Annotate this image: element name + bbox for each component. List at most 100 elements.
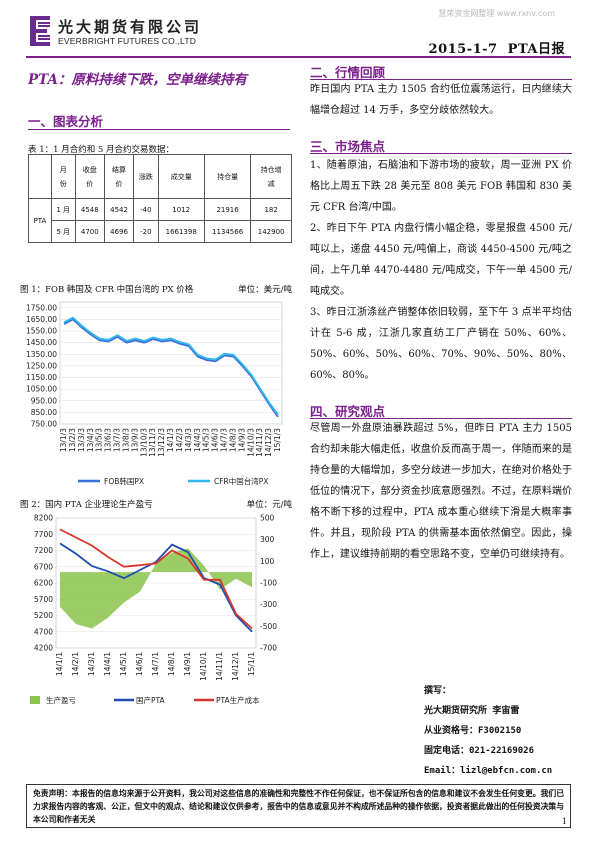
section-market-review: 二、行情回顾	[310, 65, 386, 80]
table-cell: 4548	[74, 198, 105, 221]
series-area-1	[60, 548, 252, 629]
table-cell: 1012	[157, 198, 205, 221]
y-left-tick-label: 6200	[34, 579, 53, 588]
x-tick-label: 14/7/1	[151, 652, 160, 676]
y-tick-label: 1250.00	[26, 361, 57, 370]
section-rule	[310, 418, 572, 419]
x-tick-label: 14/6/1	[135, 652, 144, 676]
logo-cn-text: 光大期货有限公司	[58, 18, 203, 36]
table-header-cell: 涨跌	[133, 154, 159, 199]
watermark: 慧荣资金网整理 www.rxnv.com	[438, 9, 555, 18]
legend-label: PTA生产成本	[216, 695, 260, 705]
author-phone: 固定电话：021-22169026	[424, 746, 535, 756]
legend-label: CFR中国台湾PX	[214, 476, 268, 486]
table-header-cell: 持仓增减	[250, 154, 292, 199]
x-tick-label: 14/8/1	[167, 652, 176, 676]
product-cell: PTA	[28, 198, 52, 243]
section-rule	[310, 79, 572, 80]
focus-item-3: 3、昨日江浙涤丝产销整体依旧较弱，至下午 3 点半平均估计在 5-6 成，江浙几…	[310, 307, 572, 381]
author-email[interactable]: Email：lizl@ebfcn.com.cn	[424, 766, 553, 776]
y-right-tick-label: -300	[260, 600, 277, 609]
section-chart-analysis: 一、图表分析	[28, 114, 104, 129]
logo-mark-icon	[30, 16, 50, 46]
y-tick-label: 1550.00	[26, 327, 57, 336]
fig1-title: 图 1：FOB 韩国及 CFR 中国台湾的 PX 价格	[20, 285, 194, 295]
x-tick-label: 14/10/1	[199, 652, 208, 681]
x-tick-label: 15/1/3	[273, 428, 282, 452]
y-left-tick-label: 7200	[34, 546, 53, 555]
x-tick-label: 13/4/3	[86, 428, 95, 452]
focus-item-1: 1、随着原油，石脑油和下游市场的疲软，周一亚洲 PX 价格比上周五下跌 28 美…	[310, 160, 572, 213]
y-tick-label: 750.00	[31, 420, 57, 429]
table-cell: 1134566	[203, 220, 252, 243]
series-line-2	[63, 316, 279, 416]
headline: PTA：原料持续下跌，空单继续持有	[28, 72, 247, 88]
table-row: 5 月 4700 4696 -20 1661398 1134566 142900	[29, 220, 292, 243]
focus-text: 1、随着原油，石脑油和下游市场的疲软，周一亚洲 PX 价格比上周五下跌 28 美…	[310, 155, 572, 386]
table-header-row: 月份收盘价结算价涨跌 成交量 持仓量 持仓增减	[28, 154, 292, 199]
x-tick-label: 14/11/3	[255, 428, 264, 457]
series-line-2	[59, 542, 253, 633]
x-tick-label: 15/1/1	[247, 652, 256, 676]
x-tick-label: 14/8/3	[228, 428, 237, 452]
fig2-caption: 图 2：国内 PTA 企业理论生产盈亏 单位：元/吨	[20, 498, 292, 510]
table-cell: -40	[133, 198, 159, 221]
table-caption: 表 1：1 月合约和 5 月合约交易数据：	[28, 145, 175, 155]
section-research-view: 四、研究观点	[310, 404, 386, 419]
legend-label: 生产盈亏	[46, 695, 76, 705]
logo-en-text: EVERBRIGHT FUTURES CO.,LTD	[58, 36, 197, 46]
y-tick-label: 1350.00	[26, 350, 57, 359]
y-right-tick-label: 300	[260, 535, 275, 544]
y-right-tick-label: 100	[260, 557, 275, 566]
view-text: 尽管周一外盘原油暴跌超过 5%，但昨日 PTA 主力 1505 合约却未能大幅走…	[310, 418, 572, 565]
table-cell: 5 月	[50, 220, 76, 243]
report-name: PTA日报	[507, 42, 565, 57]
report-title: 2015-1-7 PTA日报	[429, 38, 565, 57]
table-header-cell	[28, 154, 52, 199]
x-tick-label: 14/12/3	[264, 428, 273, 457]
fig2-title: 图 2：国内 PTA 企业理论生产盈亏	[20, 500, 153, 510]
y-left-tick-label: 5200	[34, 611, 53, 620]
x-tick-label: 13/11/3	[148, 428, 157, 457]
y-left-tick-label: 4700	[34, 627, 53, 636]
header-rule	[26, 56, 571, 58]
table-cell: 4700	[74, 220, 105, 243]
report-date: 2015-1-7	[428, 42, 498, 57]
table-row: PTA 1 月 4548 4542 -40 1012 21916 182	[28, 198, 292, 243]
x-tick-label: 14/2/3	[175, 428, 184, 452]
y-tick-label: 1650.00	[26, 315, 57, 324]
y-left-tick-label: 4200	[34, 644, 53, 653]
y-left-tick-label: 5700	[34, 595, 53, 604]
author-label: 撰写：	[424, 686, 452, 696]
table-cell: -20	[133, 220, 159, 243]
y-tick-label: 850.00	[31, 408, 57, 417]
legend-label: FOB韩国PX	[104, 476, 144, 486]
section-market-focus: 三、市场焦点	[310, 139, 386, 154]
table-cell: 1 月	[50, 198, 76, 221]
view-paragraph: 尽管周一外盘原油暴跌超过 5%，但昨日 PTA 主力 1505 合约却未能大幅走…	[310, 423, 572, 560]
y-tick-label: 1450.00	[26, 338, 57, 347]
x-tick-label: 14/9/1	[183, 652, 192, 676]
plot-frame	[59, 301, 283, 425]
x-tick-label: 14/3/3	[184, 428, 193, 452]
table-header-cell: 持仓量	[203, 154, 252, 199]
disclaimer: 免责声明：本报告的信息均来源于公开资料，我公司对这些信息的准确性和完整性不作任何…	[26, 784, 571, 828]
x-tick-label: 13/3/3	[77, 428, 86, 452]
x-tick-label: 13/5/3	[95, 428, 104, 452]
trading-data-table: 月份收盘价结算价涨跌 成交量 持仓量 持仓增减 PTA 1 月 4548 4542 -40 10…	[28, 154, 292, 243]
x-tick-label: 14/7/3	[220, 428, 229, 452]
x-tick-label: 14/5/1	[119, 652, 128, 676]
x-tick-label: 13/1/3	[59, 428, 68, 452]
author-dept: 光大期货研究所 李宙雷	[424, 706, 520, 716]
x-tick-label: 14/2/1	[71, 652, 80, 676]
table-header-cell: 结算价	[103, 154, 135, 199]
x-tick-label: 13/9/3	[130, 428, 139, 452]
table-cell: 21916	[203, 198, 252, 221]
x-tick-label: 14/12/1	[231, 652, 240, 681]
review-paragraph: 昨日国内 PTA 主力 1505 合约低位震荡运行，日内继续大幅增仓超过 14 …	[310, 84, 572, 116]
x-tick-label: 13/10/3	[139, 428, 148, 457]
y-tick-label: 950.00	[31, 396, 57, 405]
legend-label: 国产PTA	[136, 695, 166, 705]
y-tick-label: 1050.00	[26, 385, 57, 394]
x-tick-label: 14/1/1	[55, 652, 64, 676]
